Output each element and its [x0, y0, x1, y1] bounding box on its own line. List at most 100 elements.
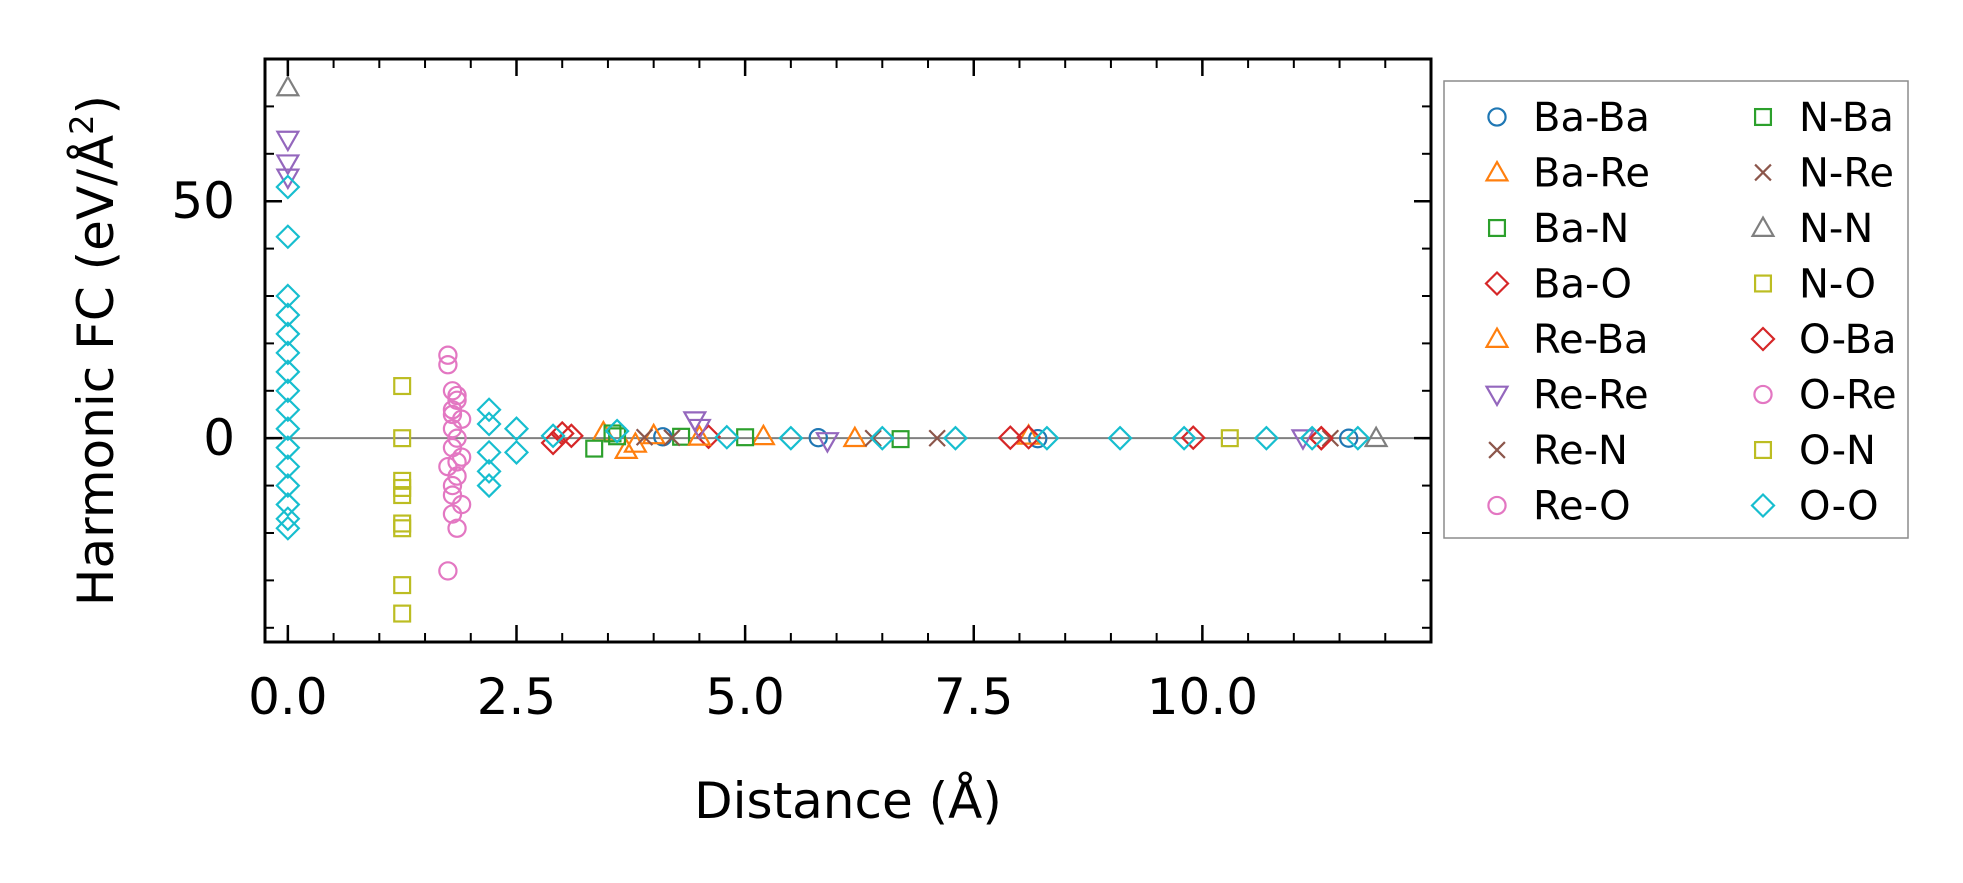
data-point [442, 475, 463, 496]
x-axis-label: Distance (Å) [694, 772, 1002, 830]
data-point [751, 423, 776, 446]
data-point [1034, 425, 1060, 451]
data-point [1253, 425, 1279, 451]
legend-item: Re-Ba [1484, 317, 1649, 363]
data-point [1107, 425, 1133, 451]
data-point [476, 473, 502, 499]
x-tick-label: 10.0 [1147, 668, 1258, 726]
legend-label: Re-N [1533, 428, 1628, 474]
data-point [393, 604, 412, 623]
series-re-o [438, 345, 472, 581]
data-point [1308, 425, 1334, 451]
legend-label: Ba-O [1533, 262, 1632, 308]
legend-label: N-O [1799, 262, 1876, 308]
data-point [275, 473, 301, 499]
y-tick-label: 50 [171, 172, 235, 230]
data-point [393, 519, 412, 538]
data-point [815, 432, 840, 454]
x-tick-label: 7.5 [934, 668, 1014, 726]
data-point [1345, 425, 1371, 451]
series-n-re [663, 429, 946, 447]
legend-marker [1754, 163, 1772, 182]
series-o-ba [558, 423, 1334, 451]
legend-marker [1750, 215, 1776, 237]
data-point [1339, 428, 1359, 448]
legend-item: Re-Re [1484, 373, 1649, 419]
data-point [549, 420, 575, 447]
data-point [503, 416, 530, 442]
legend-label: O-N [1799, 428, 1876, 474]
data-point [275, 283, 301, 309]
legend-label: Ba-N [1533, 206, 1629, 252]
data-point [1299, 425, 1325, 451]
legend-marker [1484, 270, 1510, 297]
data-point [438, 345, 458, 365]
data-point [451, 447, 472, 467]
data-point [275, 168, 301, 191]
legend-marker [1484, 326, 1510, 348]
data-point [1321, 429, 1340, 447]
data-point [778, 425, 804, 451]
data-point [275, 321, 301, 347]
data-point [635, 428, 654, 446]
legend-item: Re-O [1487, 484, 1631, 530]
data-point [438, 355, 458, 375]
data-point [869, 425, 895, 451]
legend: Ba-Ba Ba-Re Ba-N Ba-O Re-Ba Re-Re Re-N Re-O N-Ba… [1443, 80, 1909, 539]
legend-item: Ba-N [1487, 206, 1629, 252]
data-point [275, 154, 301, 176]
data-point [275, 416, 301, 442]
legend-marker [1753, 440, 1773, 460]
data-point [476, 458, 502, 484]
data-point [275, 359, 301, 385]
data-point [275, 130, 301, 153]
data-point [447, 390, 467, 410]
legend-marker [1487, 495, 1507, 516]
data-point [476, 411, 502, 437]
data-point [864, 429, 882, 447]
data-point [604, 418, 630, 444]
data-point [447, 428, 467, 448]
data-point [275, 397, 301, 423]
data-point [275, 174, 301, 200]
legend-marker [1488, 441, 1506, 459]
plot-frame [263, 57, 1433, 644]
y-tick-label: 0 [203, 409, 235, 467]
data-point [585, 439, 604, 458]
data-point [438, 561, 458, 581]
legend-item: N-Re [1754, 151, 1894, 197]
legend-item: Re-N [1488, 428, 1628, 474]
data-point [275, 491, 301, 518]
y-axis-label-close: ) [67, 95, 125, 115]
legend-item: Ba-Re [1484, 151, 1650, 197]
legend-label: O-O [1799, 484, 1879, 530]
data-point [275, 454, 301, 480]
data-point [503, 439, 530, 465]
legend-label: Re-Ba [1533, 317, 1649, 363]
data-point [1171, 425, 1197, 451]
legend-marker [1750, 326, 1776, 352]
data-point [1363, 425, 1389, 448]
series-o-n [393, 478, 412, 538]
data-point [275, 506, 301, 532]
legend-frame [1443, 80, 1909, 539]
data-point [393, 377, 412, 396]
legend-label: Re-O [1533, 484, 1631, 530]
data-point [687, 424, 712, 446]
data-point [1180, 425, 1206, 451]
data-point [275, 378, 301, 404]
legend-label: Ba-Ba [1533, 95, 1650, 141]
data-point [1016, 424, 1042, 450]
data-point [808, 428, 828, 448]
data-point [608, 427, 627, 446]
legend-label: N-Re [1799, 151, 1894, 197]
series-n-n [275, 74, 1389, 448]
legend-label: O-Re [1799, 373, 1897, 419]
data-point [275, 302, 301, 328]
data-point [714, 424, 740, 450]
legend-label: Ba-Re [1533, 151, 1650, 197]
data-point [558, 423, 584, 449]
series-re-re [275, 130, 1316, 454]
legend-label: O-Ba [1799, 317, 1897, 363]
